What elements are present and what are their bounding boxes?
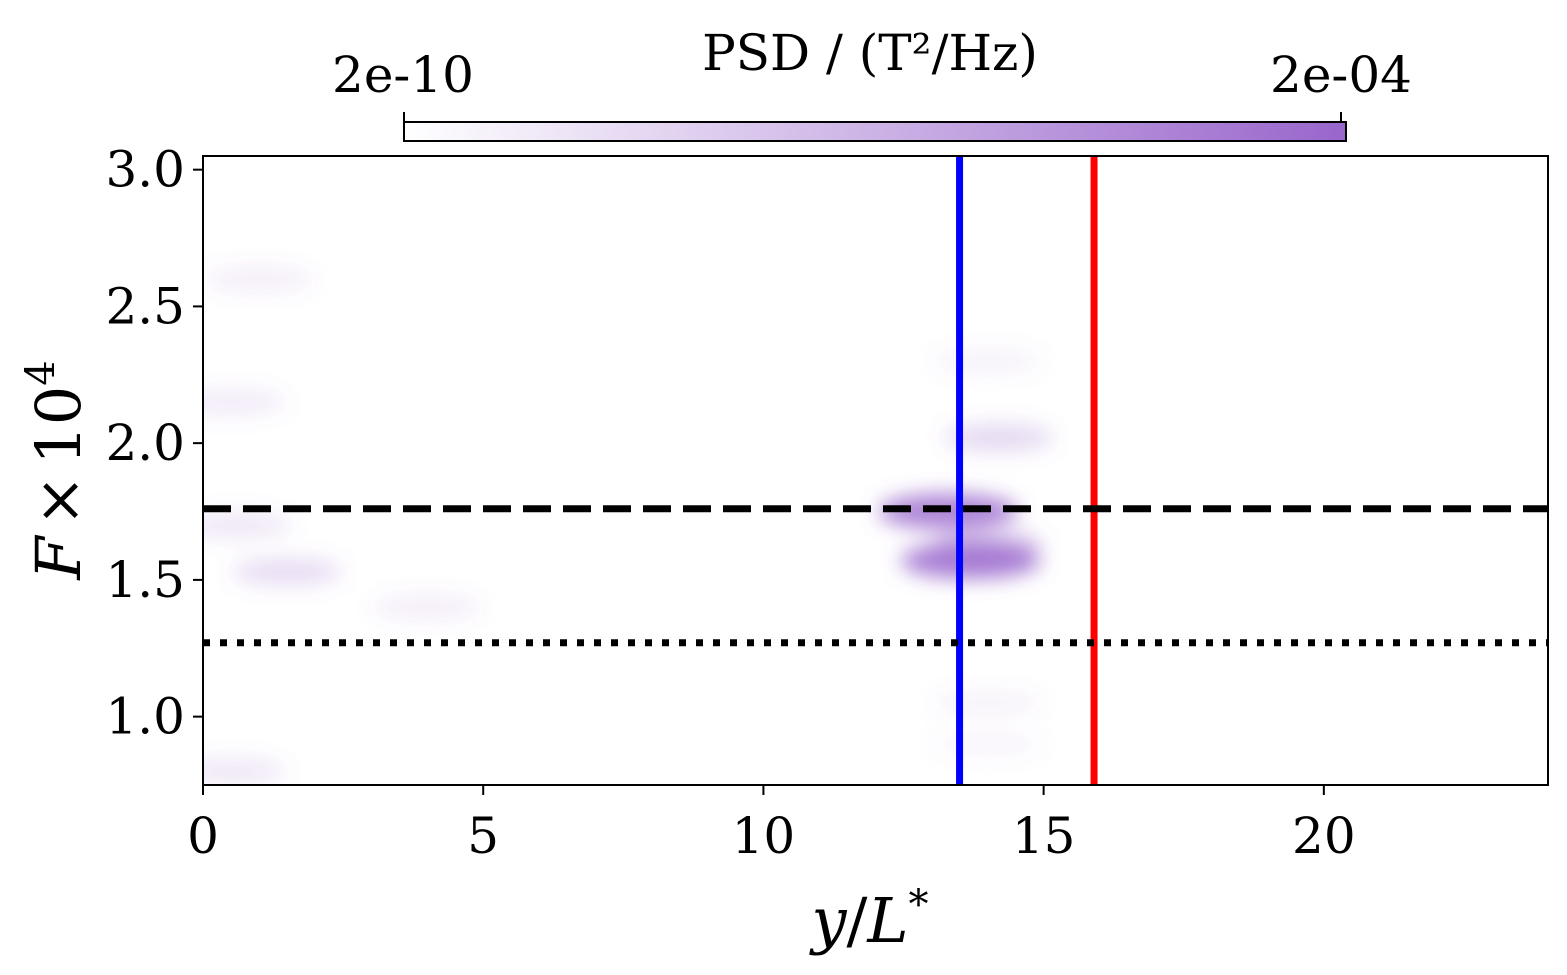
x-tick-label-0: 0 [187,807,219,865]
heatmap-blobs [203,265,1054,785]
y-axis-label-F: F [22,535,95,581]
heatmap-cell-7 [204,265,315,294]
colorbar-min-label: 2e-10 [332,46,474,104]
heatmap-cell-9 [372,593,483,622]
plot-frame [202,155,1549,786]
reference-lines [203,156,1548,785]
x-tick-label-4: 20 [1292,807,1356,865]
heatmap-cell-8 [203,757,287,785]
x-axis-ticks: 0 5 10 15 20 [187,785,1356,865]
x-axis-label-L: L [866,884,908,957]
y-axis-label-exp: 4 [18,360,64,385]
heatmap-cell-12 [932,729,1043,758]
heatmap-cell-4 [232,557,343,586]
colorbar-max-label: 2e-04 [1270,46,1412,104]
heatmap-cell-10 [932,347,1043,376]
colorbar-title: PSD / (T²/Hz) [702,24,1038,82]
y-axis-label-base: 10 [22,386,95,465]
heatmap-cell-3 [932,530,1043,559]
x-tick-label-1: 5 [467,807,499,865]
y-axis-label-times: × [22,475,95,527]
x-axis-label-var: y [808,884,847,957]
y-axis-label: F × 104 [18,360,95,580]
x-axis-label: y/L* [808,882,928,957]
y-tick-label-4: 3.0 [105,141,185,199]
y-tick-label-2: 2.0 [105,414,185,472]
plot-background [203,156,1548,785]
heatmap-cell-6 [203,388,287,417]
heatmap-cell-5 [203,511,292,540]
x-axis-label-slash: / [846,884,867,957]
x-tick-label-3: 15 [1012,807,1076,865]
y-tick-label-1: 1.5 [105,551,185,609]
colorbar-gradient [403,121,1347,142]
heatmap-layer [203,265,1054,785]
x-tick-label-2: 10 [732,807,796,865]
plot-area [202,155,1549,786]
heatmap-cell-2 [943,423,1054,452]
x-axis-label-star: * [909,882,929,928]
heatmap-cell-11 [932,688,1043,717]
y-tick-label-0: 1.0 [105,688,185,746]
y-axis-ticks: 1.0 1.5 2.0 2.5 3.0 [105,141,203,746]
colorbar: 2e-10 2e-04 PSD / (T²/Hz) [332,24,1412,142]
y-tick-label-3: 2.5 [105,277,185,335]
